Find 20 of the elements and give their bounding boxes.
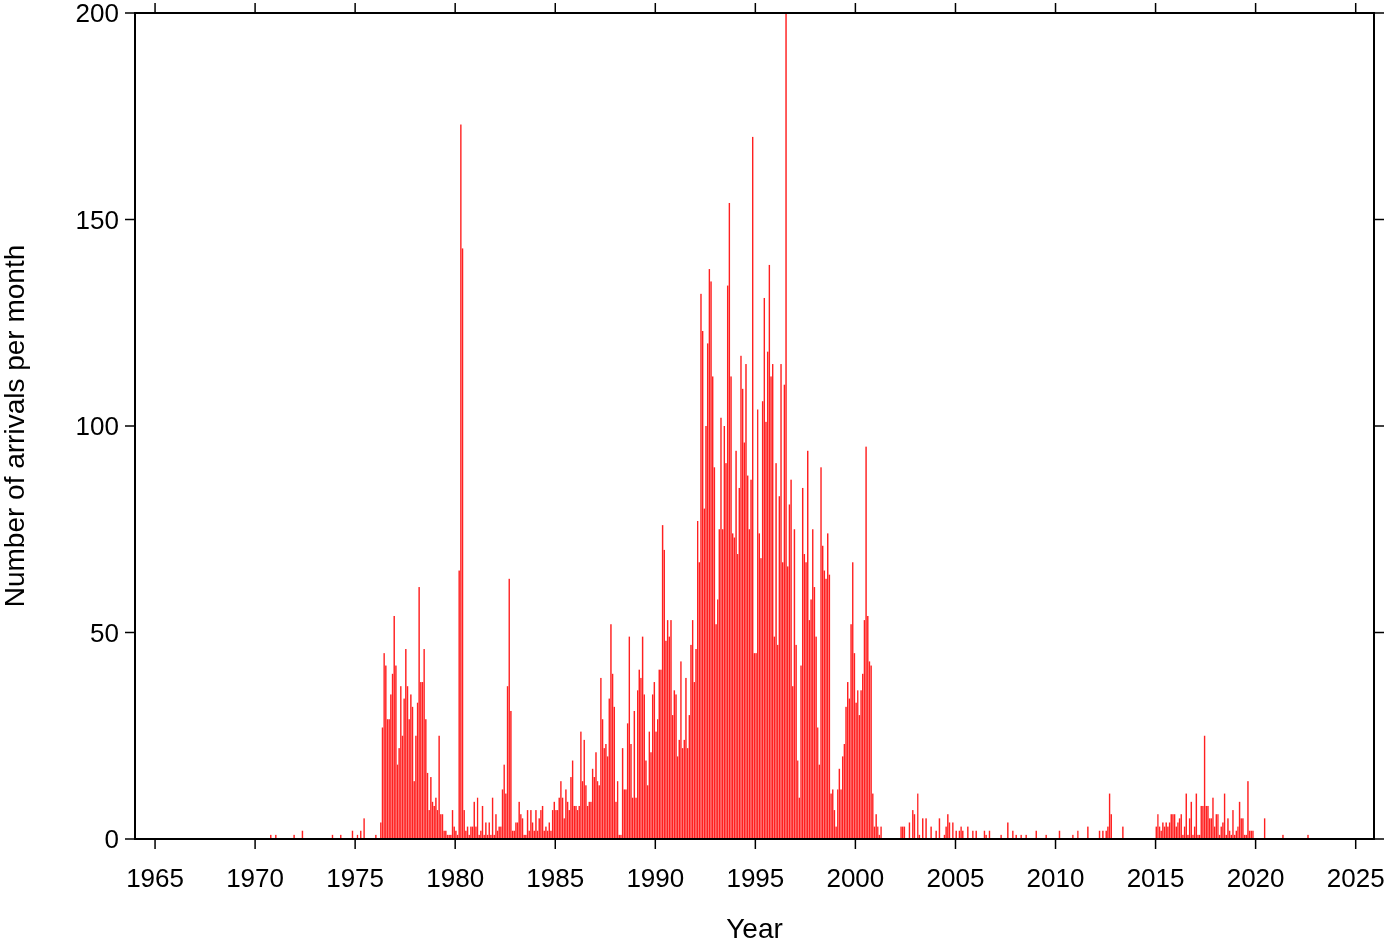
x-tick-label: 1995 [726, 863, 785, 893]
x-tick-label: 2020 [1226, 863, 1285, 893]
x-tick-label: 1975 [326, 863, 385, 893]
y-tick-label: 200 [75, 0, 119, 29]
x-tick-label: 2015 [1126, 863, 1185, 893]
x-tick-label: 1985 [526, 863, 585, 893]
y-tick-label: 150 [75, 204, 119, 235]
x-tick-label: 2005 [926, 863, 985, 893]
x-tick-label: 1965 [126, 863, 184, 893]
x-tick-label: 2010 [1026, 863, 1085, 893]
x-tick-label: 1980 [426, 863, 485, 893]
x-tick-label: 2000 [826, 863, 885, 893]
x-tick-label: 2025 [1326, 863, 1385, 893]
x-axis-title: Year [726, 913, 783, 942]
y-tick-label: 50 [90, 617, 119, 648]
x-tick-label: 1990 [626, 863, 685, 893]
y-tick-label: 100 [75, 411, 119, 442]
y-axis-title: Number of arrivals per month [0, 244, 30, 608]
y-tick-label: 0 [104, 824, 119, 855]
x-tick-label: 1970 [226, 863, 285, 893]
